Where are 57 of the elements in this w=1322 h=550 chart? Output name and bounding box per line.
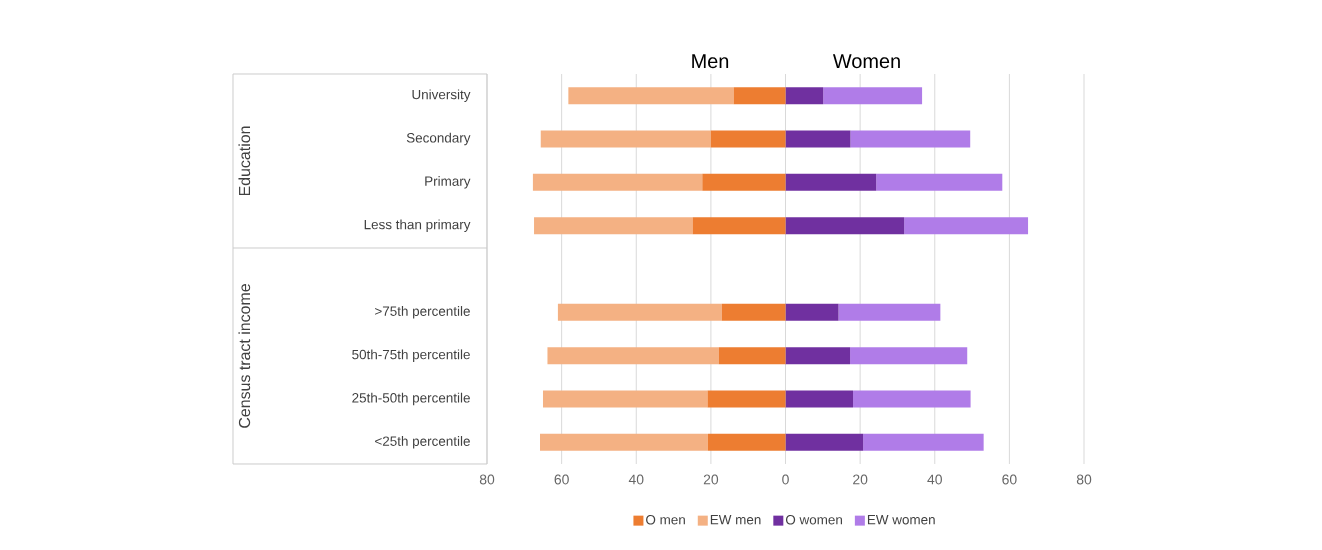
bar xyxy=(540,433,708,451)
x-tick-label: 0 xyxy=(782,474,789,485)
x-tick-label: 60 xyxy=(554,474,569,485)
bar xyxy=(823,87,923,105)
x-tick-label: 80 xyxy=(1076,474,1092,485)
legend-label: EW men xyxy=(710,515,761,525)
legend-label: EW women xyxy=(867,515,935,525)
bar xyxy=(785,303,839,321)
bar xyxy=(838,303,941,321)
legend-label: O men xyxy=(646,514,685,525)
bar xyxy=(718,347,786,365)
y-tick-label: 50th-75th percentile xyxy=(352,349,470,362)
bar xyxy=(547,347,719,365)
bar xyxy=(850,130,971,148)
bar xyxy=(692,217,786,235)
bar xyxy=(707,433,786,451)
bar xyxy=(702,173,786,191)
bar xyxy=(532,173,703,191)
bar xyxy=(707,390,786,408)
bar xyxy=(540,130,711,148)
text: Census tract income xyxy=(238,284,251,428)
bar xyxy=(534,217,693,235)
x-tick-label: 80 xyxy=(479,474,495,485)
y-tick-label: University xyxy=(412,89,471,102)
y-tick-label: >75th percentile xyxy=(375,306,470,319)
bar xyxy=(863,433,984,451)
text: Education xyxy=(238,126,251,196)
bar xyxy=(710,130,786,148)
bar xyxy=(785,173,877,191)
bar xyxy=(785,390,854,408)
x-tick-label: 40 xyxy=(628,474,644,485)
bar xyxy=(542,390,708,408)
y-tick-label: Primary xyxy=(425,176,471,189)
y-tick-label: <25th percentile xyxy=(375,436,470,449)
text: Men xyxy=(692,54,729,69)
bar xyxy=(876,173,1003,191)
y-tick-label: Secondary xyxy=(406,132,471,146)
bar xyxy=(904,217,1029,235)
bar xyxy=(785,87,824,105)
bar xyxy=(721,303,786,321)
bar xyxy=(568,87,734,105)
x-tick-label: 20 xyxy=(703,474,719,485)
y-tick-label: 25th-50th percentile xyxy=(352,392,470,406)
bar xyxy=(785,217,905,235)
x-tick-label: 60 xyxy=(1002,474,1017,485)
bar xyxy=(557,303,722,321)
bar xyxy=(850,347,968,365)
bar xyxy=(733,87,786,105)
legend-label: O women xyxy=(785,514,842,525)
bar xyxy=(853,390,971,408)
bar xyxy=(785,130,851,148)
x-tick-label: 40 xyxy=(927,474,942,485)
x-tick-label: 20 xyxy=(853,474,868,485)
text: Women xyxy=(832,54,900,69)
bar xyxy=(785,433,864,451)
y-tick-label: Less than primary xyxy=(364,219,471,232)
bar xyxy=(785,347,851,365)
